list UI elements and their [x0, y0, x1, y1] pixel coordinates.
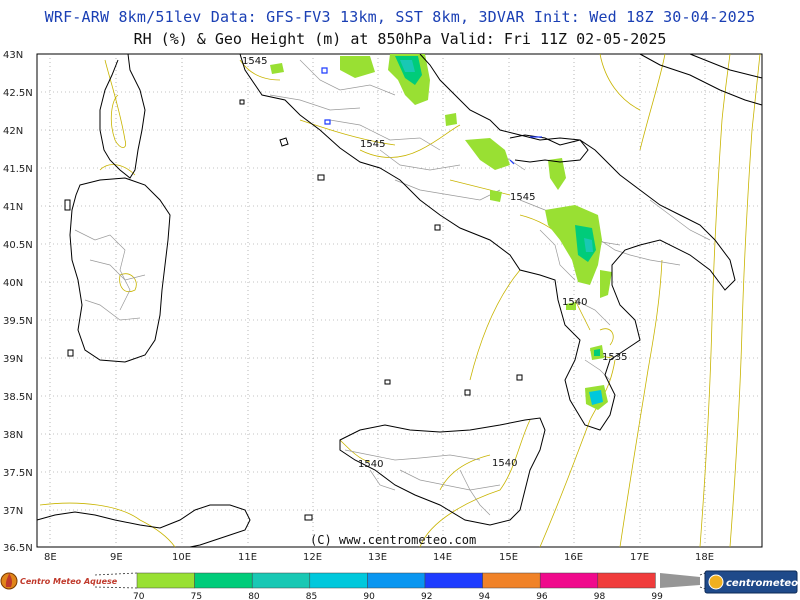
legend-swatch	[251, 572, 311, 589]
longitude-labels: 8E 9E 10E 11E 12E 13E 14E 15E 16E 17E 18…	[44, 552, 714, 563]
height-contours	[39, 53, 761, 548]
lat-label: 42N	[3, 126, 23, 137]
legend-swatch	[424, 572, 483, 589]
lat-label: 39.5N	[3, 316, 33, 327]
contour-label: 1545	[360, 139, 385, 150]
grid-lines	[37, 54, 762, 547]
legend-swatch	[194, 572, 253, 589]
lat-label: 37N	[3, 506, 23, 517]
legend-tick-label: 85	[306, 592, 317, 600]
legend-swatch	[136, 572, 195, 589]
right-logo-text: centrometeo	[726, 578, 798, 589]
contour-label: 1545	[510, 192, 535, 203]
lat-label: 38N	[3, 430, 23, 441]
legend-tick-label: 90	[363, 592, 375, 600]
chart-title: WRF-ARW 8km/51lev Data: GFS-FV3 13km, SS…	[44, 8, 756, 26]
lon-label: 16E	[564, 552, 583, 563]
lat-label: 40N	[3, 278, 23, 289]
legend-swatch	[597, 572, 656, 589]
legend-tick-label: 70	[133, 592, 145, 600]
region-borders	[74, 59, 711, 516]
lon-label: 13E	[368, 552, 387, 563]
legend-tick-label: 80	[248, 592, 260, 600]
rh-legend-labels: 70 75 80 85 90 92 94 96 98 99	[133, 592, 663, 600]
legend-swatch	[482, 572, 541, 589]
lat-label: 43N	[3, 50, 23, 61]
lon-label: 17E	[630, 552, 649, 563]
lon-label: 10E	[172, 552, 191, 563]
rh-legend-bar	[136, 572, 656, 589]
legend-tick-label: 92	[421, 592, 432, 600]
legend-swatch	[367, 572, 426, 589]
contour-label: 1540	[358, 459, 383, 470]
legend-leader	[94, 572, 138, 589]
legend-tick-label: 96	[536, 592, 548, 600]
latitude-labels: 43N 42.5N 42N 41.5N 41N 40.5N 40N 39.5N …	[3, 50, 33, 554]
legend-tick-label: 98	[594, 592, 606, 600]
right-logo: centrometeo	[704, 570, 798, 594]
contour-label: 1535	[602, 352, 627, 363]
lat-label: 36.5N	[3, 543, 33, 554]
legend-swatch	[539, 572, 599, 589]
legend-tick-label: 75	[191, 592, 202, 600]
chart-subtitle: RH (%) & Geo Height (m) at 850hPa Valid:…	[133, 30, 667, 48]
lon-label: 8E	[44, 552, 57, 563]
legend-swatch	[309, 572, 368, 589]
lat-label: 41N	[3, 202, 23, 213]
contour-labels: 1545 1545 1545 1540 1535 1540 1540	[242, 56, 627, 470]
left-logo-text: Centro Meteo Aquese	[20, 577, 118, 586]
lat-label: 40.5N	[3, 240, 33, 251]
logo-globe-icon	[708, 574, 724, 590]
contour-label: 1540	[492, 458, 517, 469]
logo-flame-icon	[5, 573, 13, 587]
copyright-text: (C) www.centrometeo.com	[310, 533, 476, 547]
legend-tail	[660, 573, 700, 588]
lat-label: 39N	[3, 354, 23, 365]
rh-high-spots	[321, 67, 542, 165]
legend-tick-label: 99	[651, 592, 663, 600]
lon-label: 18E	[695, 552, 714, 563]
lon-label: 15E	[499, 552, 518, 563]
lon-label: 14E	[433, 552, 452, 563]
map-frame	[36, 53, 763, 548]
legend-tick-label: 94	[479, 592, 491, 600]
lat-label: 42.5N	[3, 88, 33, 99]
lat-label: 41.5N	[3, 164, 33, 175]
contour-label: 1545	[242, 56, 267, 67]
lat-label: 37.5N	[3, 468, 33, 479]
lat-label: 38.5N	[3, 392, 33, 403]
rh-shading	[270, 54, 612, 410]
lon-label: 12E	[303, 552, 322, 563]
legend-tail-leader	[699, 571, 709, 591]
contour-label: 1540	[562, 297, 587, 308]
lon-label: 9E	[110, 552, 123, 563]
left-logo: Centro Meteo Aquese	[0, 572, 118, 590]
lon-label: 11E	[238, 552, 257, 563]
